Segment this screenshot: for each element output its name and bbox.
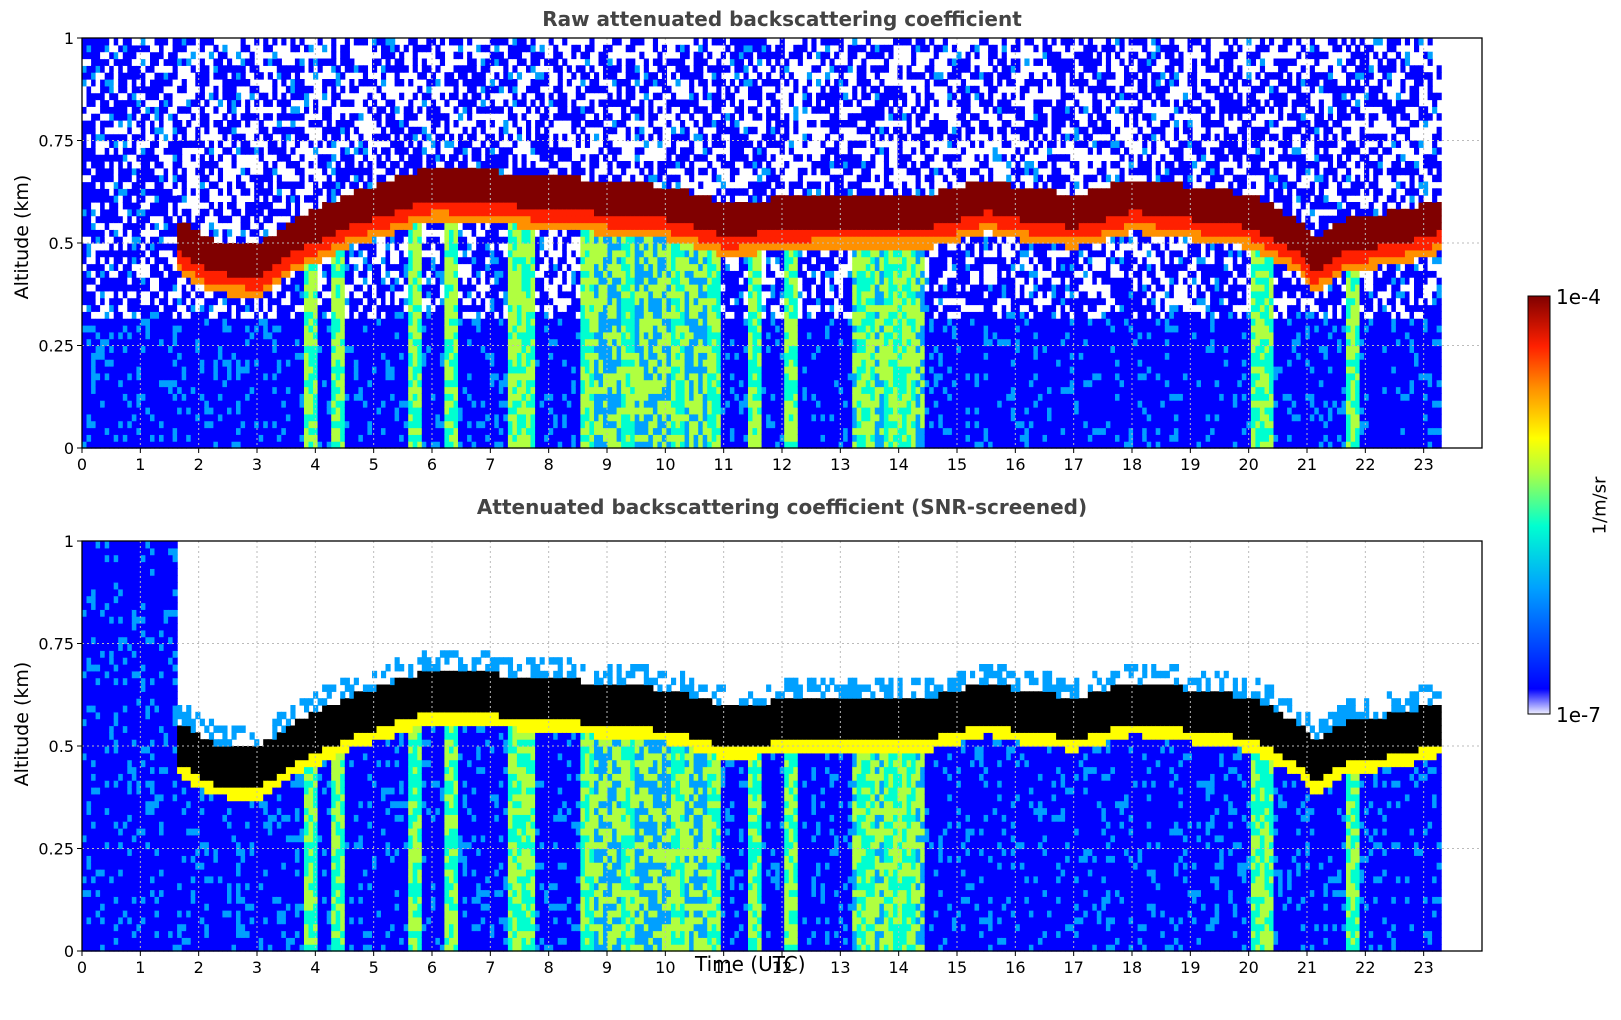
x-tick-label: 18: [1122, 958, 1142, 977]
x-tick-label: 12: [772, 455, 792, 474]
x-tick-label: 14: [888, 455, 908, 474]
x-tick-label: 21: [1297, 455, 1317, 474]
x-tick-label: 17: [1063, 455, 1083, 474]
y-tick-label: 0.75: [38, 635, 74, 654]
x-tick-label: 13: [830, 958, 850, 977]
x-tick-label: 20: [1238, 455, 1258, 474]
x-tick-label: 11: [713, 958, 733, 977]
x-tick-label: 9: [602, 455, 612, 474]
x-tick-label: 23: [1413, 455, 1433, 474]
x-tick-label: 10: [655, 958, 675, 977]
x-tick-label: 6: [427, 455, 437, 474]
x-tick-label: 11: [713, 455, 733, 474]
x-tick-label: 22: [1355, 455, 1375, 474]
x-tick-label: 3: [252, 958, 262, 977]
x-tick-label: 12: [772, 958, 792, 977]
x-tick-label: 18: [1122, 455, 1142, 474]
x-tick-label: 8: [544, 455, 554, 474]
x-tick-label: 5: [369, 455, 379, 474]
x-tick-label: 2: [194, 958, 204, 977]
x-tick-label: 22: [1355, 958, 1375, 977]
x-tick-label: 19: [1180, 958, 1200, 977]
colorbar-max-label: 1e-4: [1556, 285, 1601, 309]
y-tick-label: 1: [64, 29, 74, 48]
x-tick-label: 9: [602, 958, 612, 977]
x-tick-label: 14: [888, 958, 908, 977]
x-tick-label: 15: [947, 455, 967, 474]
x-tick-label: 20: [1238, 958, 1258, 977]
colorbar-min-label: 1e-7: [1556, 703, 1601, 727]
x-tick-label: 0: [77, 958, 87, 977]
x-tick-label: 3: [252, 455, 262, 474]
y-tick-label: 0.5: [49, 234, 74, 253]
x-tick-label: 17: [1063, 958, 1083, 977]
x-tick-label: 15: [947, 958, 967, 977]
colorbar-unit-label: 1/m/sr: [1590, 461, 1611, 551]
y-tick-label: 0.25: [38, 337, 74, 356]
x-tick-label: 5: [369, 958, 379, 977]
x-tick-label: 16: [1005, 455, 1025, 474]
colorbar: [1528, 296, 1550, 714]
x-tick-label: 0: [77, 455, 87, 474]
x-tick-label: 2: [194, 455, 204, 474]
x-tick-label: 6: [427, 958, 437, 977]
backscatter-figure: 0 1 2 3 4 5 6 7 8 9 10 11 12 13 14 15 16 17 18 19 20 21 22 2300…: [0, 0, 1621, 1020]
x-tick-label: 1: [135, 455, 145, 474]
y-tick-label: 0: [64, 942, 74, 961]
x-tick-label: 4: [310, 455, 320, 474]
y-tick-label: 1: [64, 532, 74, 551]
x-tick-label: 8: [544, 958, 554, 977]
x-tick-label: 1: [135, 958, 145, 977]
x-tick-label: 19: [1180, 455, 1200, 474]
x-tick-label: 13: [830, 455, 850, 474]
x-tick-label: 21: [1297, 958, 1317, 977]
x-tick-label: 7: [485, 958, 495, 977]
x-tick-label: 10: [655, 455, 675, 474]
x-tick-label: 16: [1005, 958, 1025, 977]
y-tick-label: 0.25: [38, 840, 74, 859]
y-tick-label: 0.75: [38, 132, 74, 151]
y-tick-label: 0: [64, 439, 74, 458]
x-tick-label: 23: [1413, 958, 1433, 977]
y-tick-label: 0.5: [49, 737, 74, 756]
x-tick-label: 7: [485, 455, 495, 474]
x-tick-label: 4: [310, 958, 320, 977]
